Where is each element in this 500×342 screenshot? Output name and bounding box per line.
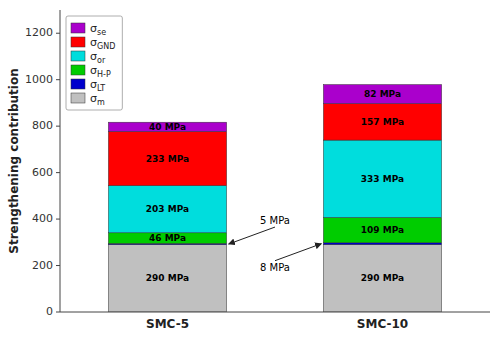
y-tick-label: 1200 [25,26,53,39]
legend-swatch [71,51,85,61]
y-tick-label: 0 [46,305,53,318]
chart: 0 200 400 600 800 1000 1200 Strengthening contr… [0,0,500,342]
annotation: 5 MPa [260,215,290,226]
legend-label: σse [90,22,106,37]
bars [108,85,441,312]
data-label: 333 MPa [361,174,404,184]
legend: σseσGNDσorσH-PσLTσm [66,16,122,110]
annotation: 8 MPa [260,262,290,273]
data-label: 109 MPa [361,225,404,235]
data-label: 203 MPa [146,204,189,214]
data-label: 46 MPa [149,233,186,243]
bar-segment [323,85,441,104]
y-tick [56,265,60,266]
bar-segment [108,131,226,185]
x-axis [60,312,490,313]
y-tick [56,312,60,313]
y-tick [56,219,60,220]
bar-segment [323,104,441,140]
y-axis-label: Strengthening contribution [7,68,21,253]
y-tick-label: 400 [32,212,53,225]
bar-segment [323,140,441,217]
legend-swatch [71,79,85,89]
y-tick-label: 800 [32,119,53,132]
data-label: 40 MPa [149,122,186,132]
legend-label: σor [90,50,106,65]
data-label: 157 MPa [361,117,404,127]
legend-swatch [71,65,85,75]
legend-label: σH-P [90,64,111,79]
bar-segment [108,186,226,233]
data-label: 290 MPa [361,273,404,283]
legend-swatch [71,93,85,103]
legend-swatch [71,23,85,33]
y-tick [56,79,60,80]
y-axis [60,10,61,312]
legend-swatch [71,37,85,47]
bar-segment [108,122,226,131]
bar-segment [323,243,441,245]
legend-label: σm [90,92,105,107]
data-label: 82 MPa [364,89,401,99]
legend-label: σLT [90,78,105,93]
data-label: 290 MPa [146,273,189,283]
bar-segment [323,245,441,312]
x-tick-label: SMC-10 [357,317,408,331]
bar-segment [108,245,226,312]
legend-box [66,16,122,110]
annotation-arrow [275,244,321,261]
y-tick [56,126,60,127]
bar-segment [323,217,441,242]
y-tick [56,172,60,173]
annotation-arrow [229,227,275,244]
y-tick [56,33,60,34]
y-tick-label: 1000 [25,73,53,86]
y-tick-label: 600 [32,166,53,179]
data-label: 233 MPa [146,154,189,164]
y-tick-label: 200 [32,259,53,272]
legend-label: σGND [90,36,115,51]
x-tick-label: SMC-5 [146,317,189,331]
bar-segment [108,233,226,244]
